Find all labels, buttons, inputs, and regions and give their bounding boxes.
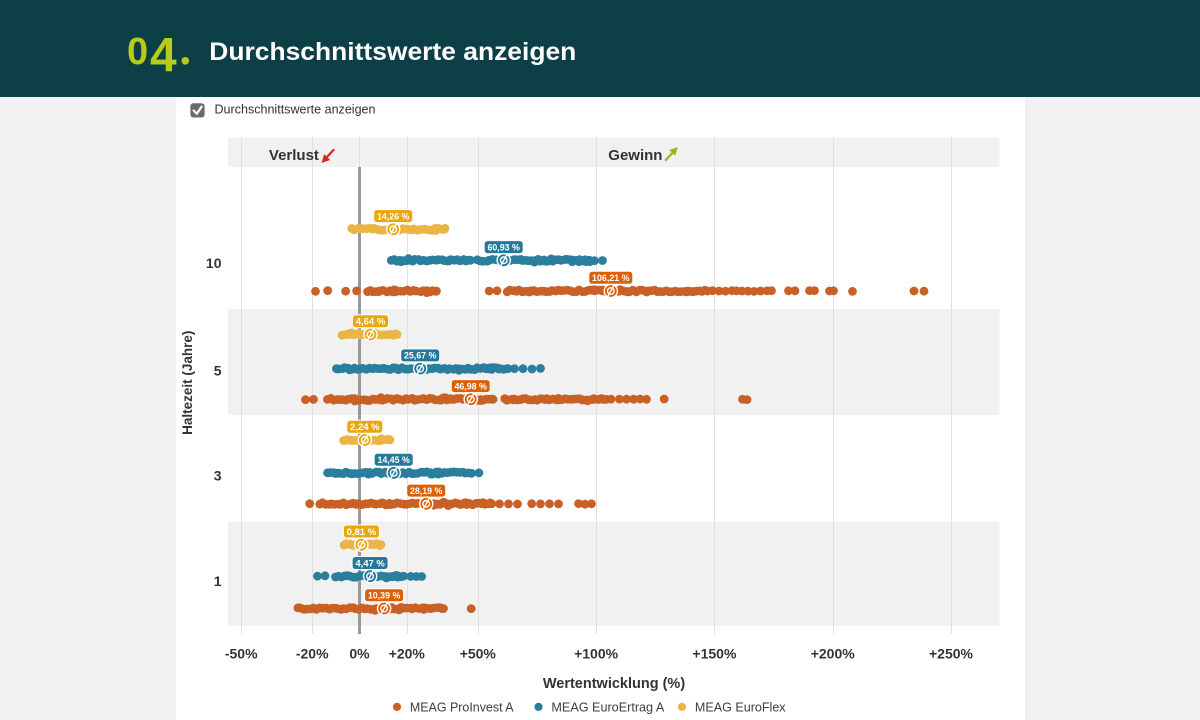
svg-text:MEAG EuroFlex: MEAG EuroFlex [695, 699, 786, 714]
svg-text:25,67 %: 25,67 % [404, 351, 437, 361]
svg-text:-50%: -50% [225, 646, 258, 662]
svg-text:14,45 %: 14,45 % [377, 455, 410, 465]
svg-text:1: 1 [214, 573, 222, 589]
svg-text:2,24 %: 2,24 % [350, 422, 380, 432]
svg-text:5: 5 [214, 362, 222, 378]
svg-text:Durchschnittswerte anzeigen: Durchschnittswerte anzeigen [209, 38, 576, 66]
svg-text:46,98 %: 46,98 % [454, 381, 487, 391]
svg-text:3: 3 [214, 468, 222, 484]
svg-text:4,47 %: 4,47 % [355, 558, 385, 568]
svg-text:0%: 0% [349, 646, 370, 662]
svg-text:MEAG ProInvest A: MEAG ProInvest A [410, 699, 514, 714]
svg-text:0: 0 [127, 31, 148, 73]
svg-text:+20%: +20% [389, 646, 426, 662]
svg-text:0,81 %: 0,81 % [347, 527, 377, 537]
svg-text:Durchschnittswerte anzeigen: Durchschnittswerte anzeigen [215, 102, 376, 117]
svg-text:28,19 %: 28,19 % [410, 486, 443, 496]
svg-text:-20%: -20% [296, 646, 329, 662]
svg-text:+100%: +100% [574, 646, 619, 662]
svg-text:10: 10 [206, 255, 222, 271]
svg-text:10,39 %: 10,39 % [368, 591, 401, 601]
svg-text:+250%: +250% [929, 646, 974, 662]
svg-text:106,21 %: 106,21 % [592, 273, 630, 283]
svg-text:MEAG EuroErtrag A: MEAG EuroErtrag A [551, 699, 664, 714]
svg-text:60,93 %: 60,93 % [487, 242, 520, 252]
svg-text:Verlust: Verlust [269, 147, 319, 164]
svg-text:+50%: +50% [460, 646, 497, 662]
svg-text:Wertentwicklung (%): Wertentwicklung (%) [543, 676, 685, 692]
svg-text:4: 4 [150, 30, 177, 83]
svg-text:Haltezeit (Jahre): Haltezeit (Jahre) [180, 331, 195, 435]
svg-text:Gewinn: Gewinn [608, 147, 662, 164]
svg-text:14,26 %: 14,26 % [377, 211, 410, 221]
svg-text:+200%: +200% [811, 646, 856, 662]
svg-text:+150%: +150% [692, 646, 737, 662]
svg-text:4,64 %: 4,64 % [356, 317, 386, 327]
